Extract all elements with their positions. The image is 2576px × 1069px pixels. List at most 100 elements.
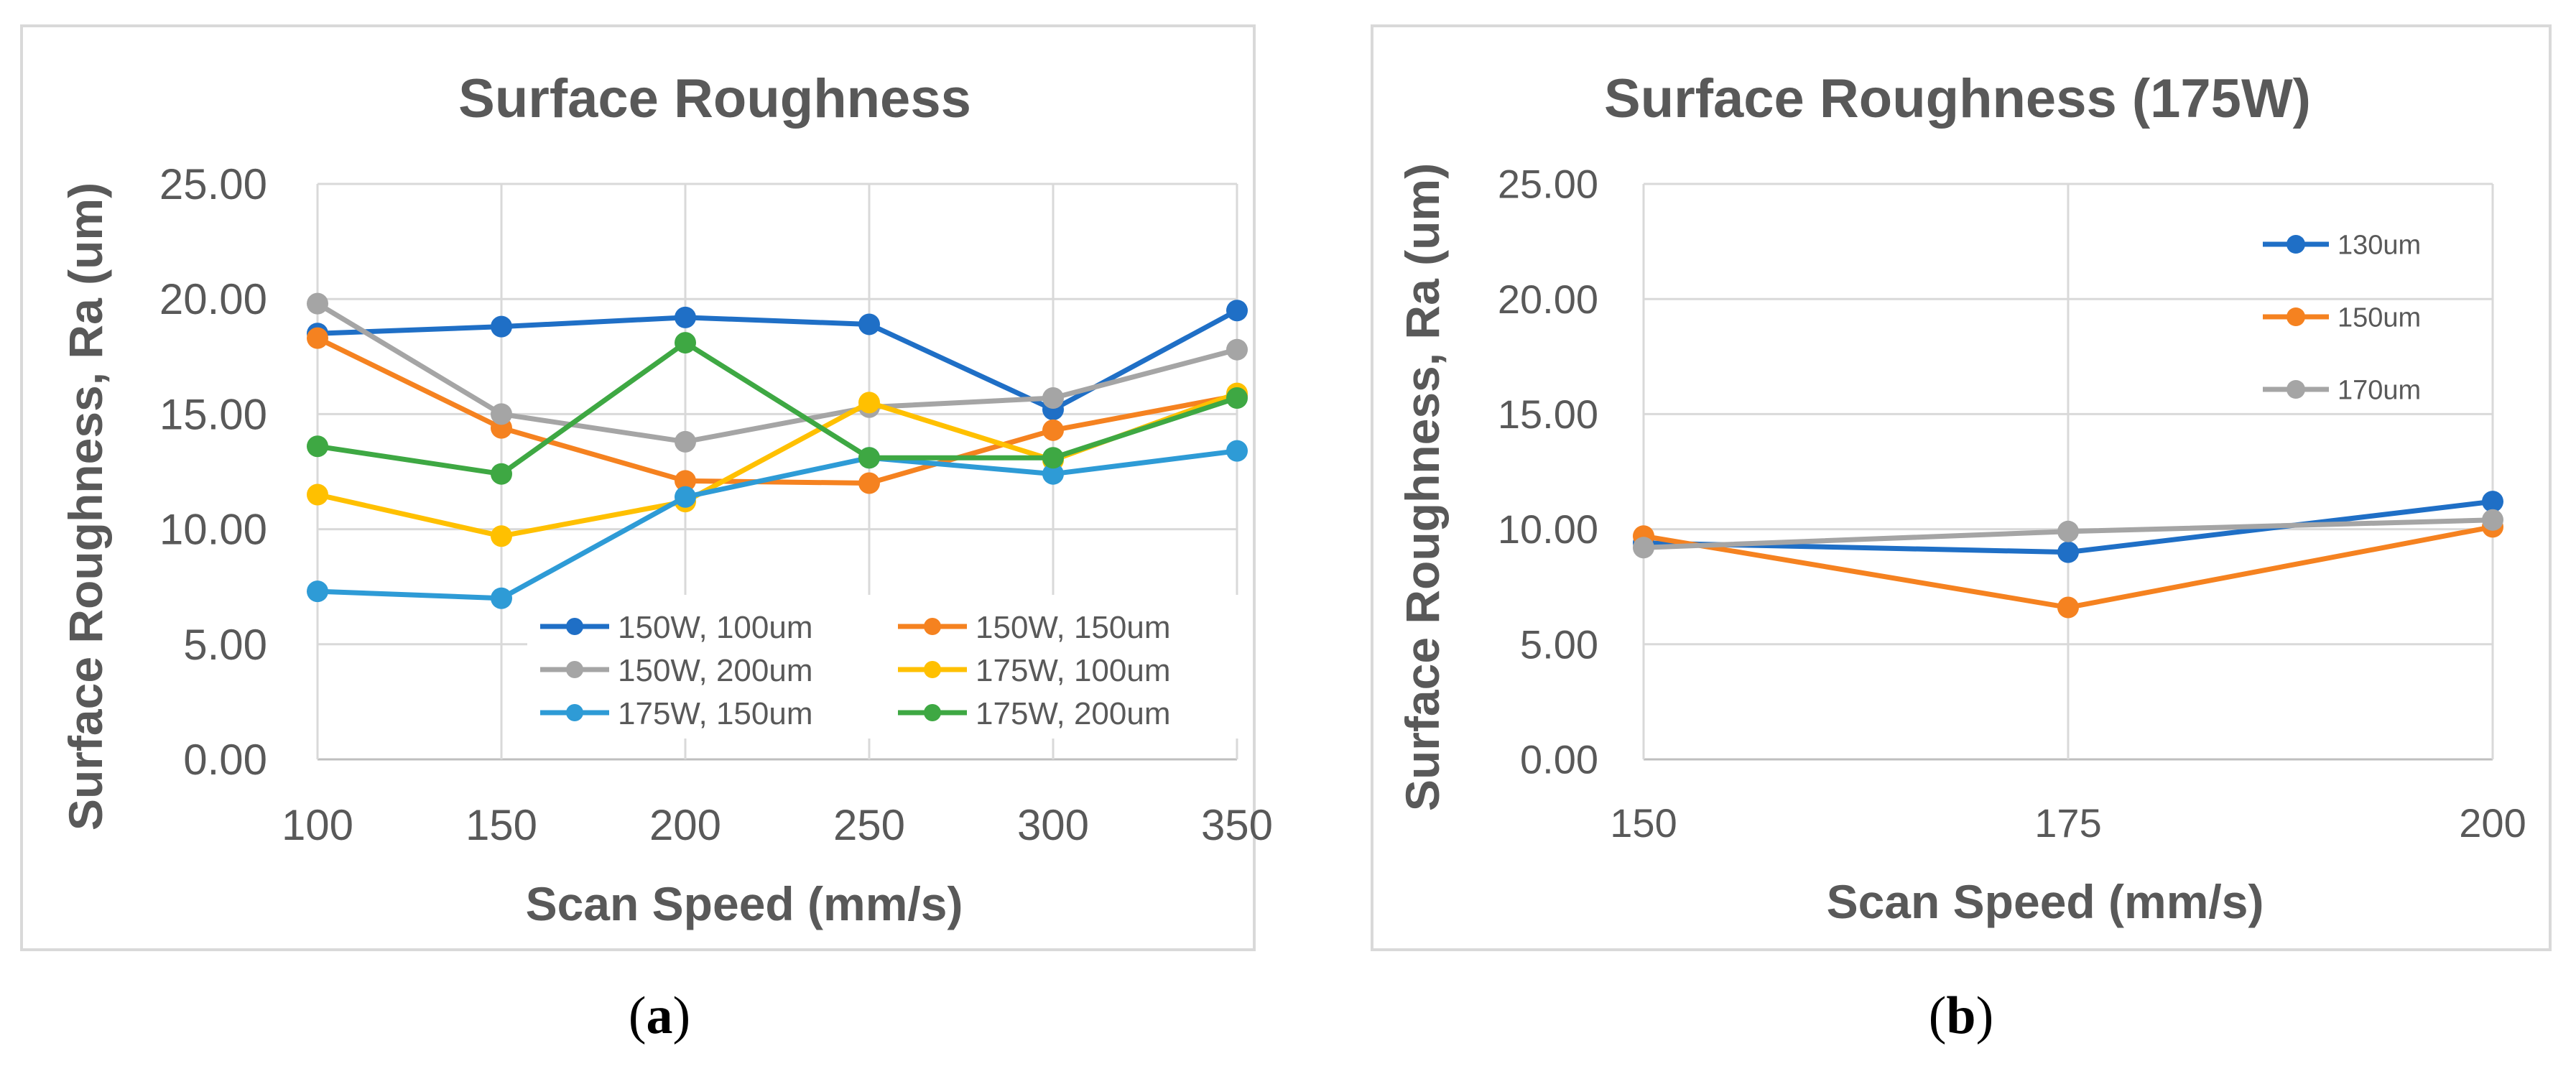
chart-a-series-5-point <box>1042 447 1064 469</box>
chart-a-series-1-point <box>858 472 880 494</box>
chart-a-x-tick-label: 150 <box>465 801 537 849</box>
chart-b-legend-label: 150um <box>2338 303 2421 333</box>
chart-a-series-5-point <box>307 435 328 458</box>
chart-b-x-axis-title: Scan Speed (mm/s) <box>1827 875 2264 928</box>
chart-b-legend-marker <box>2287 307 2305 326</box>
chart-b-y-tick-label: 5.00 <box>1520 621 1598 667</box>
chart-a-x-tick-label: 250 <box>833 801 905 849</box>
chart-a-legend-item: 175W, 100um <box>898 653 1171 688</box>
panel-label-b-open: ( <box>1929 986 1947 1045</box>
chart-b-legend-item: 150um <box>2263 303 2421 333</box>
chart-a-series-line-4 <box>317 448 1238 601</box>
chart-b-y-tick-label: 0.00 <box>1520 737 1598 782</box>
panel-label-b-letter: b <box>1946 986 1975 1045</box>
chart-a-x-tick-label: 200 <box>649 801 721 849</box>
chart-a-x-tick-label: 100 <box>282 801 353 849</box>
chart-b-y-tick-label: 25.00 <box>1498 162 1598 207</box>
chart-a-y-tick-label: 5.00 <box>183 621 267 669</box>
chart-a-legend-item: 175W, 200um <box>898 696 1171 731</box>
chart-b: 0.00 5.00 10.00 15.00 20.00 25.00 150 175 200 Su… <box>1396 68 2526 928</box>
chart-a-legend: 150W, 100um 150W, 150um 150W, 200um 175W, 1… <box>527 595 1250 739</box>
chart-a-legend-item: 150W, 150um <box>898 610 1171 645</box>
chart-a-y-tick-label: 20.00 <box>159 275 267 323</box>
chart-b-series-0-point <box>2482 491 2503 513</box>
panel-label-a-close: ) <box>673 986 691 1045</box>
chart-b-y-axis-title: Surface Roughness, Ra (um) <box>1396 163 1449 811</box>
chart-a-series <box>307 292 1248 609</box>
chart-b-x-tick-label: 200 <box>2459 800 2526 846</box>
chart-a-x-tick-label: 300 <box>1017 801 1089 849</box>
chart-a-series-3-point <box>491 525 512 547</box>
panel-label-a-letter: a <box>647 986 673 1045</box>
chart-a-legend-marker <box>924 704 941 721</box>
chart-a-series-line-2 <box>316 301 1238 445</box>
chart-a-series-0-point <box>858 313 880 335</box>
chart-b-series-2-point <box>2057 520 2079 542</box>
chart-a-legend-marker <box>566 661 583 678</box>
chart-b-series-2-point <box>2482 509 2503 531</box>
chart-b-legend-marker <box>2287 235 2305 254</box>
chart-a-series-5-point <box>858 447 880 469</box>
panel-label-a-open: ( <box>629 986 647 1045</box>
chart-b-grid <box>1642 182 2494 761</box>
chart-a-legend-marker <box>566 618 583 635</box>
chart-a-series-line-5 <box>317 340 1238 477</box>
chart-a-title: Surface Roughness <box>458 68 971 129</box>
chart-a-legend-label: 150W, 200um <box>618 653 813 688</box>
chart-b-legend-label: 170um <box>2338 376 2421 406</box>
chart-a-series-0-point <box>1226 300 1248 322</box>
chart-b-legend: 130um 150um 170um <box>2263 231 2421 406</box>
chart-a-series-2-point <box>1226 338 1248 361</box>
chart-a-series-2-point <box>675 430 696 453</box>
chart-a-series-0-point <box>491 315 512 338</box>
panel-label-b: (b) <box>1929 986 1993 1045</box>
chart-a-legend-marker <box>924 618 941 635</box>
chart-a-series-1-point <box>675 470 696 492</box>
chart-b-legend-item: 170um <box>2263 376 2421 406</box>
chart-a-series-2-point <box>307 292 328 315</box>
chart-a-series-1-point <box>307 327 328 349</box>
chart-b-series-0-point <box>2057 541 2079 563</box>
chart-a-series-4-point <box>675 486 696 508</box>
chart-a-y-tick-label: 0.00 <box>183 736 267 784</box>
chart-a: 0.00 5.00 10.00 15.00 20.00 25.00 100 150 200 250… <box>59 68 1273 930</box>
chart-a-series-line-0 <box>317 308 1238 412</box>
chart-b-frame <box>1371 24 2552 951</box>
chart-b-x-tick-label: 175 <box>2034 800 2101 846</box>
chart-b-ticks: 0.00 5.00 10.00 15.00 20.00 25.00 150 175 200 <box>1498 162 2526 846</box>
chart-a-legend-label: 150W, 150um <box>976 610 1171 645</box>
chart-b-y-tick-label: 10.00 <box>1498 506 1598 552</box>
chart-a-legend-marker <box>924 661 941 678</box>
chart-b-series-1-point <box>2057 596 2079 619</box>
chart-a-x-tick-label: 350 <box>1201 801 1273 849</box>
chart-a-series-2-point <box>491 403 512 425</box>
chart-a-frame <box>20 24 1256 951</box>
chart-a-legend-label: 150W, 100um <box>618 610 813 645</box>
chart-a-legend-background <box>527 595 1250 739</box>
chart-b-x-tick-label: 150 <box>1610 800 1677 846</box>
chart-b-legend-item: 130um <box>2263 231 2421 261</box>
chart-a-y-tick-label: 10.00 <box>159 506 267 554</box>
chart-a-legend-item: 150W, 200um <box>540 653 813 688</box>
chart-a-series-5-point <box>491 463 512 485</box>
chart-a-legend-item: 150W, 100um <box>540 610 813 645</box>
chart-a-series-4-point <box>1226 440 1248 462</box>
chart-a-series-1-point <box>1042 419 1064 441</box>
chart-b-series <box>1633 491 2503 619</box>
chart-a-series-3-point <box>858 392 880 414</box>
panel-label-a: (a) <box>629 986 690 1045</box>
chart-a-series-5-point <box>1226 387 1248 409</box>
chart-a-x-axis-title: Scan Speed (mm/s) <box>526 877 963 930</box>
chart-a-legend-item: 175W, 150um <box>540 696 813 731</box>
chart-a-series-3-point <box>307 483 328 506</box>
chart-a-y-tick-label: 15.00 <box>159 390 267 438</box>
chart-a-y-tick-label: 25.00 <box>159 160 267 208</box>
chart-b-y-tick-label: 20.00 <box>1498 277 1598 322</box>
chart-b-series-2-point <box>1633 537 1654 559</box>
chart-b-legend-label: 130um <box>2338 231 2421 261</box>
chart-b-y-tick-label: 15.00 <box>1498 392 1598 437</box>
panel-label-b-close: ) <box>1976 986 1994 1045</box>
chart-b-legend-marker <box>2287 380 2305 399</box>
chart-a-ticks: 0.00 5.00 10.00 15.00 20.00 25.00 100 150 200 250… <box>159 160 1273 849</box>
chart-a-series-4-point <box>307 580 328 603</box>
